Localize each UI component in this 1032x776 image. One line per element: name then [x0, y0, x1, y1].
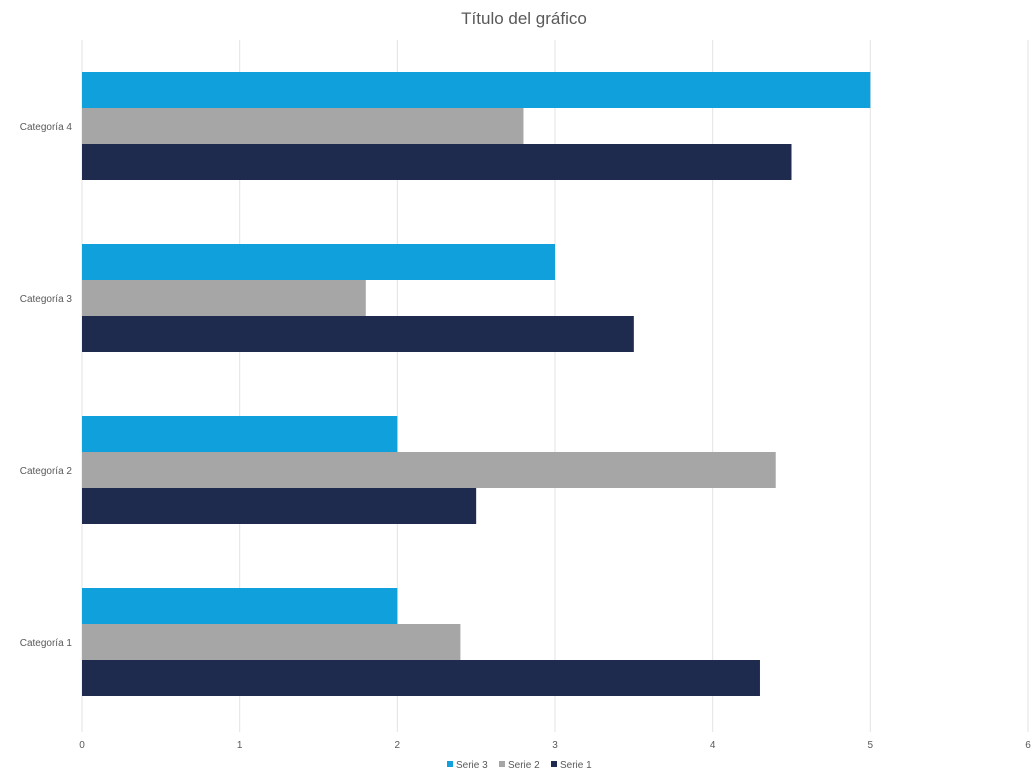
- bar-serie-3-cat-4: [82, 72, 871, 108]
- y-axis-categories: Categoría 1 Categoría 2 Categoría 3 Categor…: [20, 122, 73, 649]
- legend-label: Serie 2: [508, 760, 540, 771]
- bar-serie-2-cat-2: [82, 452, 776, 488]
- bars: [82, 72, 871, 696]
- bar-serie-3-cat-3: [82, 244, 555, 280]
- x-tick-label: 4: [710, 740, 716, 751]
- category-label: Categoría 1: [20, 638, 73, 649]
- bar-serie-2-cat-4: [82, 108, 524, 144]
- x-tick-label: 2: [395, 740, 401, 751]
- legend-label: Serie 3: [456, 760, 488, 771]
- x-tick-label: 5: [868, 740, 874, 751]
- chart-title: Título del gráfico: [461, 9, 587, 28]
- bar-serie-3-cat-1: [82, 588, 398, 624]
- bar-serie-1-cat-3: [82, 316, 634, 352]
- legend-swatch: [551, 761, 557, 767]
- bar-serie-1-cat-2: [82, 488, 477, 524]
- bar-serie-1-cat-4: [82, 144, 792, 180]
- bar-serie-3-cat-2: [82, 416, 398, 452]
- bar-serie-1-cat-1: [82, 660, 760, 696]
- x-tick-label: 1: [237, 740, 243, 751]
- category-label: Categoría 4: [20, 122, 73, 133]
- bar-serie-2-cat-3: [82, 280, 366, 316]
- legend: Serie 3 Serie 2 Serie 1: [447, 760, 592, 771]
- x-tick-label: 3: [552, 740, 558, 751]
- legend-swatch: [499, 761, 505, 767]
- legend-swatch: [447, 761, 453, 767]
- x-tick-label: 6: [1025, 740, 1031, 751]
- category-label: Categoría 2: [20, 466, 73, 477]
- legend-label: Serie 1: [560, 760, 592, 771]
- x-axis-ticks: 0 1 2 3 4 5 6: [79, 740, 1031, 751]
- bar-serie-2-cat-1: [82, 624, 461, 660]
- x-tick-label: 0: [79, 740, 85, 751]
- category-label: Categoría 3: [20, 294, 73, 305]
